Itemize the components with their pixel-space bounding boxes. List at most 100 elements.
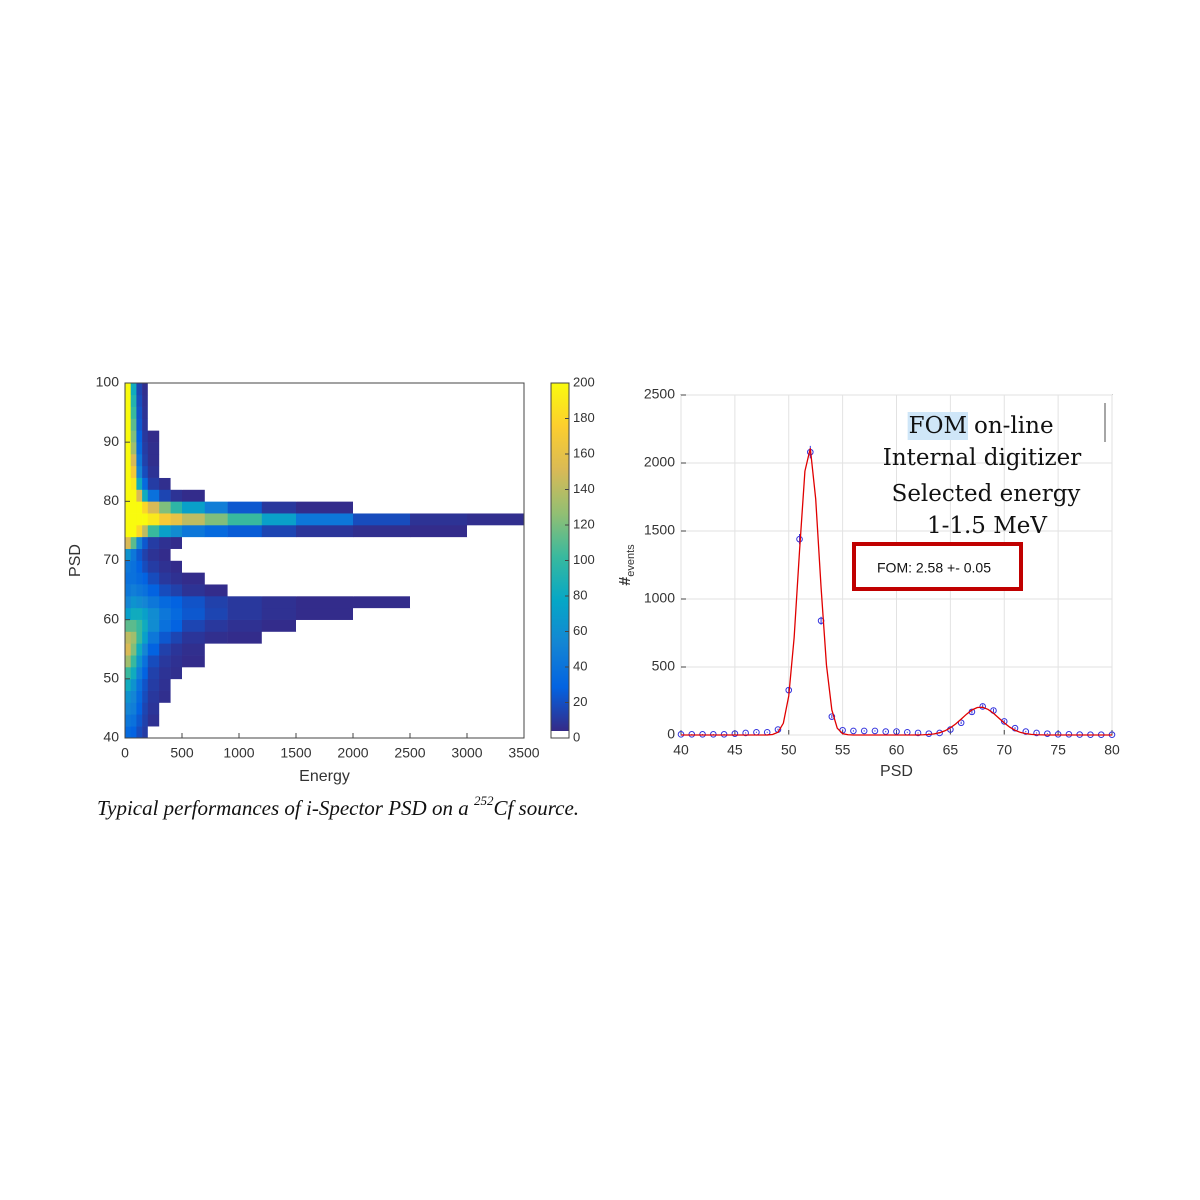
heatmap-cell: [125, 383, 131, 396]
heatmap-cell: [147, 702, 160, 715]
heatmap-cell: [159, 726, 171, 739]
heatmap-cell: [182, 465, 206, 478]
heatmap-cell: [125, 513, 131, 526]
heatmap-cell: [353, 643, 411, 656]
heatmap-cell: [170, 394, 183, 407]
heatmap-cell: [159, 465, 171, 478]
heatmap-cell: [136, 607, 143, 620]
heatmap-cell: [125, 643, 131, 656]
heatmap-cell: [204, 454, 228, 467]
heatmap-cell: [227, 607, 263, 620]
heatmap-cell: [142, 702, 149, 715]
heatmap-cell: [142, 536, 149, 549]
heatmap-cell: [261, 442, 297, 455]
heatmap-cell: [130, 383, 137, 396]
heatmap-cell: [353, 501, 411, 514]
heatmap-cell: [182, 560, 206, 573]
heatmap-cell: [204, 726, 228, 739]
heatmap-cell: [204, 406, 228, 419]
heatmap-cell: [227, 560, 263, 573]
heatmap-cell: [353, 465, 411, 478]
heatmap-cell: [147, 418, 160, 431]
heatmap-cell: [125, 560, 131, 573]
heatmap-cell: [147, 430, 160, 443]
heatmap-cell: [410, 560, 468, 573]
x-tick-label: 55: [835, 742, 851, 758]
heatmap-cell: [204, 631, 228, 644]
y-tick-label: 80: [103, 492, 119, 508]
y-tick-label: 0: [667, 726, 675, 742]
heatmap-cell: [159, 442, 171, 455]
heatmap-cell: [410, 596, 468, 609]
heatmap-cell: [227, 418, 263, 431]
heatmap-cell: [125, 678, 131, 691]
heatmap-cell: [261, 525, 297, 538]
heatmap-cell: [227, 383, 263, 396]
heatmap-cell: [170, 655, 183, 668]
heatmap-cell: [410, 525, 468, 538]
data-point: [1022, 728, 1030, 735]
heatmap-cell: [159, 607, 171, 620]
heatmap-cell: [182, 548, 206, 561]
heatmap-cell: [467, 536, 525, 549]
heatmap-cell: [467, 726, 525, 739]
heatmap-cell: [227, 442, 263, 455]
heatmap-cell: [147, 584, 160, 597]
heatmap-cell: [261, 631, 297, 644]
heatmap-cell: [130, 418, 137, 431]
heatmap-cell: [136, 477, 143, 490]
heatmap-cell: [182, 572, 206, 585]
heatmap-cell: [353, 655, 411, 668]
heatmap-cell: [353, 525, 411, 538]
heatmap-cell: [227, 655, 263, 668]
heatmap-cell: [227, 584, 263, 597]
heatmap-cell: [147, 513, 160, 526]
heatmap-cell: [227, 536, 263, 549]
heatmap-cell: [410, 714, 468, 727]
heatmap-cell: [296, 394, 354, 407]
heatmap-cell: [159, 454, 171, 467]
heatmap-cell: [142, 667, 149, 680]
heatmap-cell: [142, 596, 149, 609]
x-tick-label: 60: [889, 742, 905, 758]
heatmap-cell: [136, 643, 143, 656]
heatmap-cell: [227, 525, 263, 538]
heatmap-cell: [204, 536, 228, 549]
heatmap-cell: [410, 430, 468, 443]
heatmap-cell: [227, 631, 263, 644]
data-point: [850, 727, 857, 735]
heatmap-cell: [353, 394, 411, 407]
y-tick-label: 1000: [644, 590, 675, 606]
heatmap-cell: [182, 454, 206, 467]
heatmap-cell: [182, 667, 206, 680]
data-point: [1054, 731, 1062, 738]
heatmap-cell: [125, 525, 131, 538]
heatmap-cell: [261, 489, 297, 502]
heatmap-cell: [130, 726, 137, 739]
data-point: [1044, 730, 1051, 737]
heatmap-cell: [170, 667, 183, 680]
y-tick-label: 50: [103, 670, 119, 686]
heatmap-cell: [170, 548, 183, 561]
heatmap-cell: [136, 619, 143, 632]
heatmap-cell: [182, 489, 206, 502]
heatmap-cell: [136, 442, 143, 455]
data-point: [1065, 731, 1073, 738]
heatmap-cell: [159, 525, 171, 538]
heatmap-cell: [130, 454, 137, 467]
heatmap-cell: [204, 477, 228, 490]
heatmap-cell: [353, 690, 411, 703]
heatmap-cell: [136, 690, 143, 703]
heatmap-cell: [261, 501, 297, 514]
heatmap-cell: [261, 536, 297, 549]
heatmap-cell: [261, 572, 297, 585]
heatmap-cell: [353, 667, 411, 680]
heatmap-cell: [204, 643, 228, 656]
heatmap-cell: [261, 513, 297, 526]
data-point: [828, 713, 836, 720]
heatmap-cell: [125, 619, 131, 632]
heatmap-cell: [130, 536, 137, 549]
data-point: [914, 729, 922, 737]
colorbar-tick-label: 60: [573, 623, 587, 638]
heatmap-cell: [296, 548, 354, 561]
